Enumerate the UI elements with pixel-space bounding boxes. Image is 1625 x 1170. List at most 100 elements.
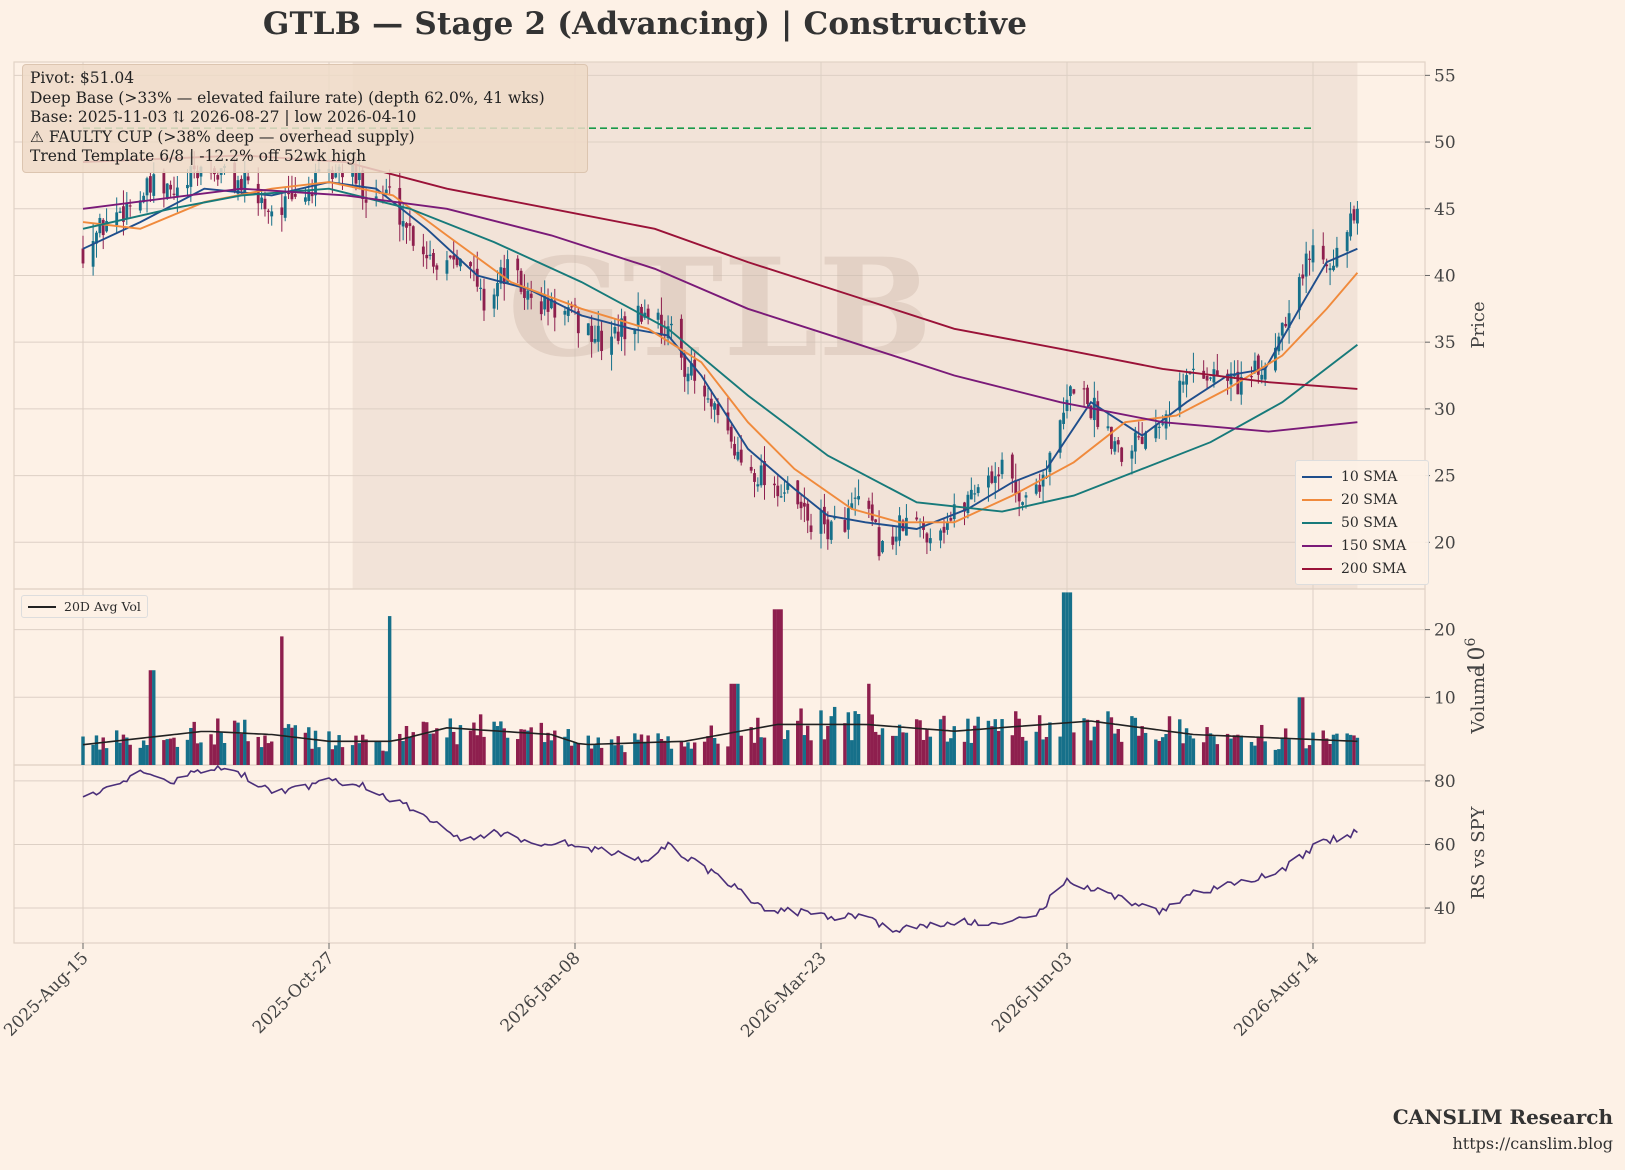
volume-bar: [1355, 737, 1360, 765]
candle-body: [280, 207, 284, 215]
candle: [169, 180, 173, 199]
candle-body: [819, 510, 823, 534]
candle: [1113, 436, 1117, 455]
volume-bar: [856, 714, 861, 765]
candle-body: [148, 176, 152, 193]
candle: [1110, 426, 1113, 455]
candle-body: [1188, 372, 1192, 374]
candle: [1140, 422, 1144, 445]
candle: [81, 235, 85, 269]
volume-bar: [195, 743, 200, 765]
volume-bar: [152, 670, 156, 765]
volume-bar: [475, 735, 479, 765]
volume-bar: [1184, 728, 1189, 765]
volume-bar: [593, 745, 597, 765]
volume-bar: [996, 731, 1001, 765]
candle-body: [736, 451, 740, 460]
candle-body: [523, 287, 526, 298]
candle: [683, 350, 687, 392]
volume-bar: [1068, 592, 1073, 765]
avg-volume-line: [82, 720, 1358, 746]
volume-bar: [729, 683, 733, 765]
volume-bar: [633, 733, 637, 765]
volume-bar: [172, 737, 176, 765]
candle: [553, 288, 557, 332]
candle: [1205, 367, 1209, 389]
price-tick-label: 35: [1434, 333, 1456, 353]
candle-body: [749, 466, 753, 471]
candle-body: [408, 223, 412, 226]
volume-bar: [404, 725, 409, 765]
candle: [610, 321, 613, 371]
candle: [1297, 273, 1301, 320]
candle: [709, 389, 713, 419]
candle-body: [600, 330, 604, 352]
volume-bar: [1106, 711, 1110, 765]
volume-bar: [619, 745, 624, 765]
candle: [435, 263, 439, 281]
volume-bar: [280, 636, 284, 765]
candle-body: [726, 412, 730, 431]
volume-bar: [952, 726, 956, 765]
candle: [1130, 445, 1134, 475]
candle-body: [341, 171, 344, 178]
legend-label: 20 SMA: [1341, 491, 1398, 508]
sma-line-20-sma: [82, 181, 1359, 524]
volume-bar: [689, 748, 694, 765]
candle-body: [549, 298, 553, 309]
volume-bar: [303, 732, 308, 765]
volume-bar: [1225, 733, 1230, 765]
volume-bar: [138, 747, 142, 765]
candle-body: [263, 198, 267, 210]
candle: [523, 274, 526, 310]
candle: [1157, 422, 1161, 439]
candle-body: [857, 496, 860, 500]
candle-body: [894, 536, 898, 542]
candle-body: [384, 189, 388, 194]
candle-body: [1154, 424, 1158, 439]
volume-bar: [121, 734, 126, 765]
volume-bar: [1239, 735, 1243, 765]
candle-body: [105, 221, 109, 232]
volume-bar: [455, 744, 459, 765]
candle-body: [492, 294, 496, 309]
multiplier-base: 10: [1465, 646, 1490, 674]
volume-bar: [805, 725, 810, 765]
candle-body: [1239, 376, 1243, 395]
volume-bar: [286, 724, 291, 765]
candle: [432, 248, 435, 274]
candle: [280, 191, 284, 232]
volume-bar: [313, 730, 318, 765]
candle: [997, 467, 1001, 491]
volume-bar: [732, 683, 737, 765]
volume-bar: [1229, 738, 1233, 765]
candle-body: [693, 359, 697, 381]
candle-body: [196, 170, 199, 179]
volume-bar: [374, 741, 378, 765]
volume-bar: [921, 739, 926, 765]
candle-body: [1178, 380, 1182, 411]
candle-body: [152, 174, 156, 196]
candle-body: [833, 517, 837, 519]
candle-body: [703, 385, 707, 397]
volume-bar: [829, 716, 833, 765]
candle-body: [1260, 374, 1264, 380]
volume-bar: [1205, 727, 1209, 765]
volume-bar: [877, 734, 881, 765]
candle: [857, 479, 860, 506]
candle: [850, 492, 854, 510]
rs-tick-label: 60: [1434, 835, 1456, 855]
candle-body: [1229, 373, 1233, 385]
candle: [364, 188, 368, 218]
volume-bar: [822, 739, 827, 765]
volume-bar: [1188, 735, 1192, 765]
volume-bar: [692, 742, 697, 765]
volume-bar: [118, 742, 122, 765]
candle: [891, 526, 895, 550]
candle-body: [1140, 436, 1144, 444]
volume-bar: [212, 744, 217, 765]
candle: [496, 270, 499, 310]
volume-bar: [175, 746, 180, 765]
candle: [405, 221, 408, 244]
volume-bar: [236, 722, 240, 765]
